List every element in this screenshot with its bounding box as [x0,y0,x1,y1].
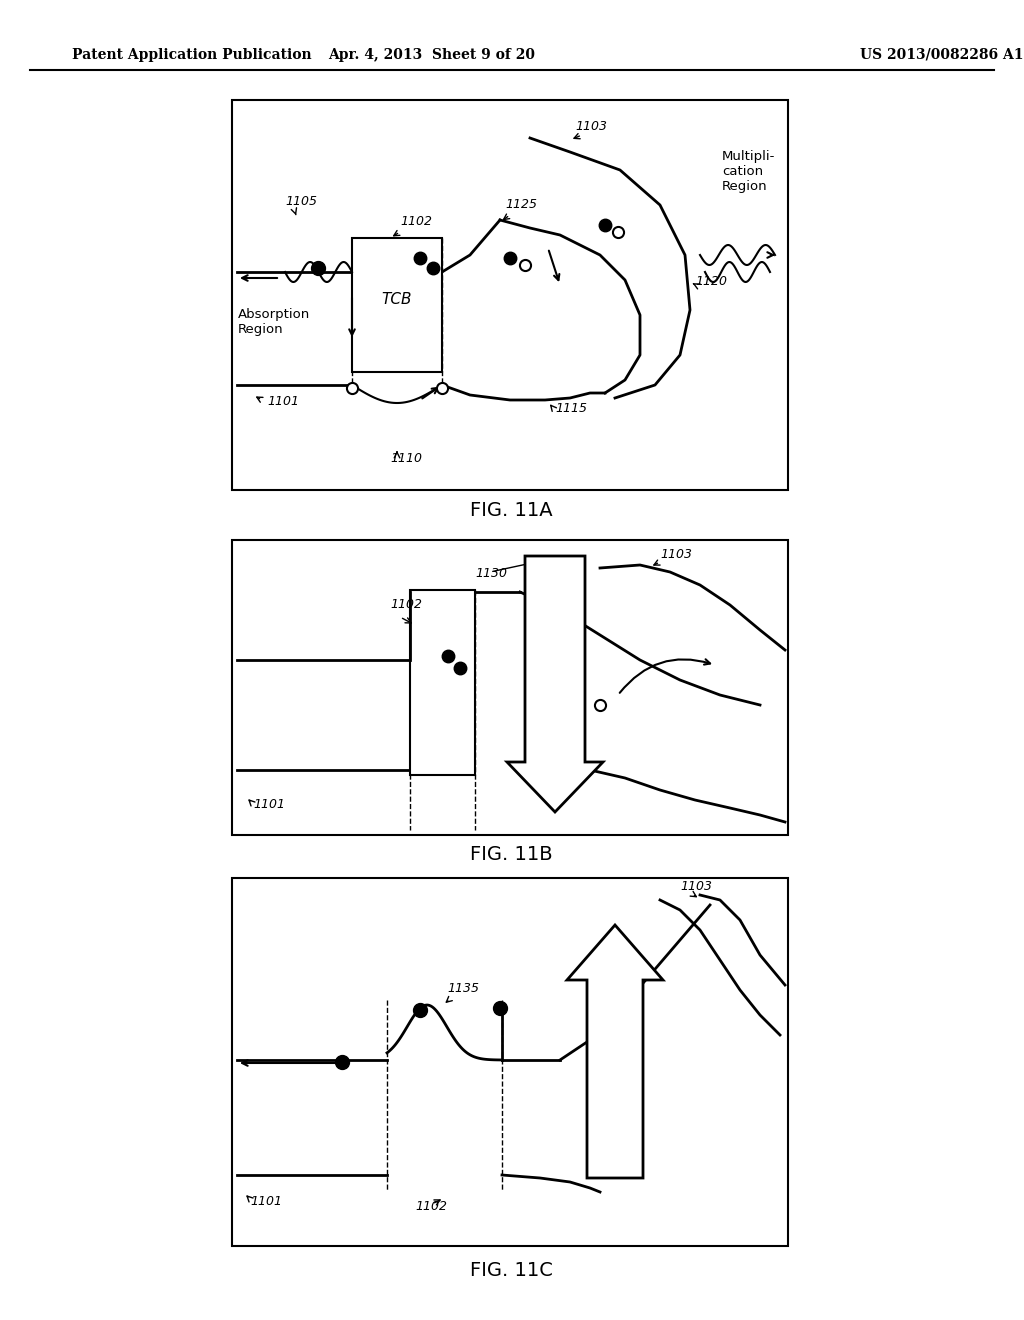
Text: Patent Application Publication: Patent Application Publication [72,48,311,62]
Bar [352,238,442,372]
Bar [410,590,475,775]
Text: 1102: 1102 [390,598,422,611]
Text: 1102: 1102 [415,1200,447,1213]
Text: 1130: 1130 [475,568,507,579]
Text: 1105: 1105 [285,195,317,209]
Text: 1110: 1110 [390,451,422,465]
Bar [232,540,788,836]
Text: FIG. 11C: FIG. 11C [470,1261,552,1279]
Text: US 2013/0082286 A1: US 2013/0082286 A1 [860,48,1024,62]
Text: Absorption
Region: Absorption Region [238,308,310,337]
Text: 1103: 1103 [575,120,607,133]
Polygon shape [507,556,603,812]
Text: 1115: 1115 [555,403,587,414]
Text: 1101: 1101 [253,799,285,810]
Polygon shape [567,925,663,1177]
Text: 1101: 1101 [267,395,299,408]
Text: TCB: TCB [382,293,413,308]
Bar [232,100,788,490]
Text: 1103: 1103 [660,548,692,561]
Text: 1120: 1120 [695,275,727,288]
Text: 1101: 1101 [250,1195,282,1208]
Text: FIG. 11B: FIG. 11B [470,846,552,865]
Text: FIG. 11A: FIG. 11A [470,500,552,520]
Text: 1102: 1102 [400,215,432,228]
Bar [232,878,788,1246]
Text: Apr. 4, 2013  Sheet 9 of 20: Apr. 4, 2013 Sheet 9 of 20 [329,48,536,62]
Text: 1125: 1125 [505,198,537,211]
Text: 1103: 1103 [680,880,712,894]
Text: Multipli-
cation
Region: Multipli- cation Region [722,150,775,193]
Text: 1135: 1135 [447,982,479,995]
